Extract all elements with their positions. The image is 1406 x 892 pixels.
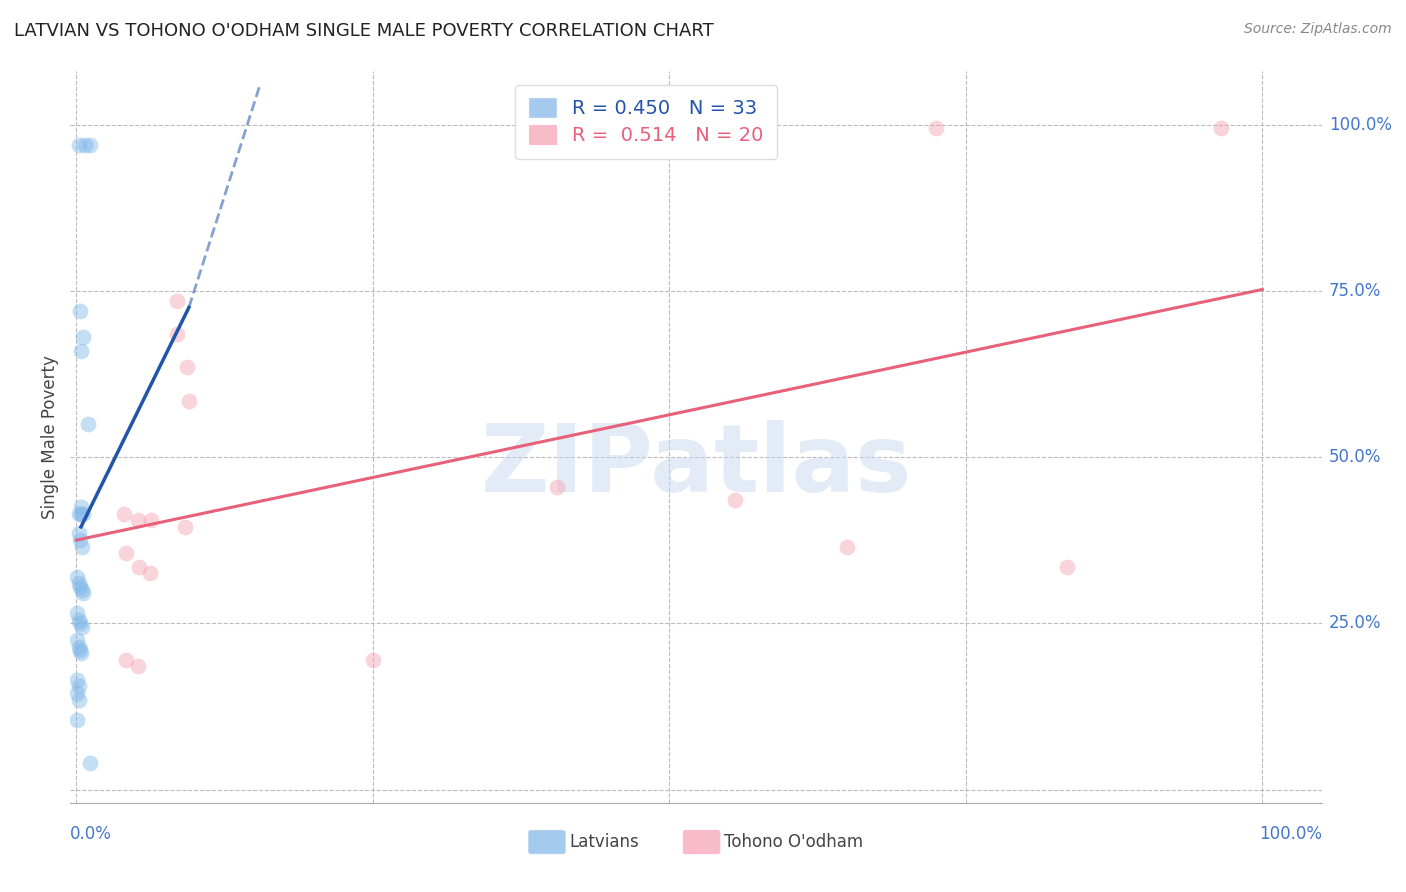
Point [67, 640, 90, 654]
Point [66, 713, 89, 727]
Point [127, 659, 149, 673]
Point [69, 580, 91, 594]
Point [70, 343, 93, 358]
Text: 25.0%: 25.0% [1329, 615, 1381, 632]
Text: Latvians: Latvians [569, 833, 640, 851]
Point [112, 507, 135, 521]
Point [128, 559, 150, 574]
Point [115, 653, 138, 667]
Point [166, 326, 188, 341]
Text: LATVIAN VS TOHONO O'ODHAM SINGLE MALE POVERTY CORRELATION CHART: LATVIAN VS TOHONO O'ODHAM SINGLE MALE PO… [14, 22, 714, 40]
Y-axis label: Single Male Poverty: Single Male Poverty [41, 355, 59, 519]
Point [177, 393, 200, 408]
Point [925, 120, 948, 135]
Point [176, 360, 198, 375]
Point [139, 566, 162, 581]
Point [67, 507, 90, 521]
Point [66, 570, 89, 584]
Point [67, 680, 90, 694]
Point [139, 513, 162, 527]
Point [69, 303, 91, 318]
Text: 100.0%: 100.0% [1258, 825, 1322, 843]
Point [66, 607, 89, 621]
Text: Tohono O'odham: Tohono O'odham [724, 833, 863, 851]
Point [73, 137, 96, 152]
Point [115, 546, 138, 560]
Point [72, 586, 94, 600]
Point [72, 330, 94, 344]
Point [67, 576, 90, 591]
Point [69, 643, 91, 657]
Text: ZIPatlas: ZIPatlas [481, 420, 911, 512]
Point [79, 137, 101, 152]
Point [1209, 120, 1232, 135]
Point [66, 686, 89, 700]
Point [67, 137, 90, 152]
Point [174, 520, 197, 534]
Point [361, 653, 384, 667]
Point [70, 582, 93, 597]
Point [67, 613, 90, 627]
Point [67, 692, 90, 706]
Point [70, 507, 93, 521]
Text: 75.0%: 75.0% [1329, 282, 1381, 300]
Text: 0.0%: 0.0% [70, 825, 112, 843]
Point [546, 480, 568, 494]
Text: Source: ZipAtlas.com: Source: ZipAtlas.com [1244, 22, 1392, 37]
Point [77, 417, 100, 431]
Point [837, 540, 859, 554]
Point [66, 673, 89, 687]
Point [66, 632, 89, 647]
Point [70, 619, 93, 633]
Legend: R = 0.450   N = 33, R =  0.514   N = 20: R = 0.450 N = 33, R = 0.514 N = 20 [515, 85, 776, 159]
Point [67, 526, 90, 541]
Point [70, 646, 93, 660]
Point [127, 513, 149, 527]
Point [70, 540, 93, 554]
Text: 50.0%: 50.0% [1329, 448, 1381, 466]
Point [70, 500, 93, 514]
Point [69, 616, 91, 631]
Point [723, 493, 745, 508]
Point [69, 533, 91, 548]
Point [79, 756, 101, 770]
Point [72, 507, 94, 521]
Point [1056, 559, 1078, 574]
Text: 100.0%: 100.0% [1329, 116, 1392, 134]
Point [166, 293, 188, 308]
